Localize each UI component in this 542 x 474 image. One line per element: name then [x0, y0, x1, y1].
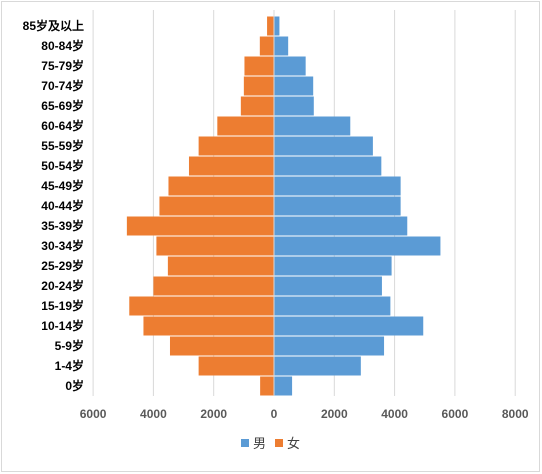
- bar-male-7: [274, 156, 382, 176]
- category-label-17: 1-4岁: [55, 358, 84, 373]
- x-tick-label-0: 6000: [80, 407, 107, 421]
- category-label-1: 80-84岁: [41, 38, 84, 53]
- category-label-3: 70-74岁: [41, 78, 84, 93]
- bar-female-2: [244, 56, 274, 76]
- bar-female-4: [240, 96, 274, 116]
- category-label-10: 35-39岁: [41, 218, 84, 233]
- x-tick-label-4: 2000: [321, 407, 348, 421]
- bar-male-6: [274, 136, 373, 156]
- bar-male-13: [274, 276, 382, 296]
- x-tick-label-7: 8000: [502, 407, 529, 421]
- category-label-15: 10-14岁: [41, 318, 84, 333]
- category-label-16: 5-9岁: [55, 338, 84, 353]
- bar-male-10: [274, 216, 408, 236]
- category-label-7: 50-54岁: [41, 158, 84, 173]
- bar-male-3: [274, 76, 314, 96]
- bar-female-16: [169, 336, 274, 356]
- x-tick-label-2: 2000: [200, 407, 227, 421]
- category-label-13: 20-24岁: [41, 278, 84, 293]
- bar-female-8: [168, 176, 274, 196]
- bar-female-6: [198, 136, 274, 156]
- bar-female-11: [156, 236, 274, 256]
- legend-label-1: 女: [287, 436, 300, 452]
- bar-male-2: [274, 56, 306, 76]
- bar-female-5: [217, 116, 274, 136]
- category-label-4: 65-69岁: [41, 98, 84, 113]
- category-label-2: 75-79岁: [41, 58, 84, 73]
- category-label-12: 25-29岁: [41, 258, 84, 273]
- bar-male-9: [274, 196, 401, 216]
- bar-female-12: [167, 256, 274, 276]
- bar-female-7: [188, 156, 274, 176]
- bar-male-5: [274, 116, 351, 136]
- bar-female-13: [153, 276, 274, 296]
- category-label-5: 60-64岁: [41, 118, 84, 133]
- bar-male-17: [274, 356, 361, 376]
- category-label-8: 45-49岁: [41, 178, 84, 193]
- bar-female-3: [243, 76, 274, 96]
- x-tick-label-5: 4000: [381, 407, 408, 421]
- bar-male-18: [274, 376, 293, 396]
- category-label-6: 55-59岁: [41, 138, 84, 153]
- bar-female-1: [259, 36, 274, 56]
- legend-label-0: 男: [253, 437, 266, 452]
- category-label-9: 40-44岁: [41, 198, 84, 213]
- legend-swatch-0: [241, 439, 249, 447]
- bar-male-12: [274, 256, 392, 276]
- legend-swatch-1: [275, 439, 283, 447]
- category-label-11: 30-34岁: [41, 238, 84, 253]
- category-label-18: 0岁: [65, 378, 84, 393]
- category-label-14: 15-19岁: [41, 298, 84, 313]
- bar-male-1: [274, 36, 289, 56]
- bar-male-16: [274, 336, 385, 356]
- bar-male-8: [274, 176, 401, 196]
- bar-male-0: [274, 16, 280, 36]
- bar-female-17: [198, 356, 274, 376]
- bar-female-10: [126, 216, 274, 236]
- bar-male-14: [274, 296, 391, 316]
- bar-female-9: [159, 196, 274, 216]
- bar-male-4: [274, 96, 314, 116]
- bar-female-14: [129, 296, 274, 316]
- bar-male-15: [274, 316, 424, 336]
- x-tick-label-6: 6000: [442, 407, 469, 421]
- bar-female-15: [143, 316, 274, 336]
- bar-male-11: [274, 236, 441, 256]
- bar-female-18: [260, 376, 274, 396]
- category-label-0: 85岁及以上: [23, 18, 84, 33]
- bar-female-0: [267, 16, 274, 36]
- x-tick-label-1: 4000: [140, 407, 167, 421]
- x-tick-label-3: 0: [271, 407, 278, 421]
